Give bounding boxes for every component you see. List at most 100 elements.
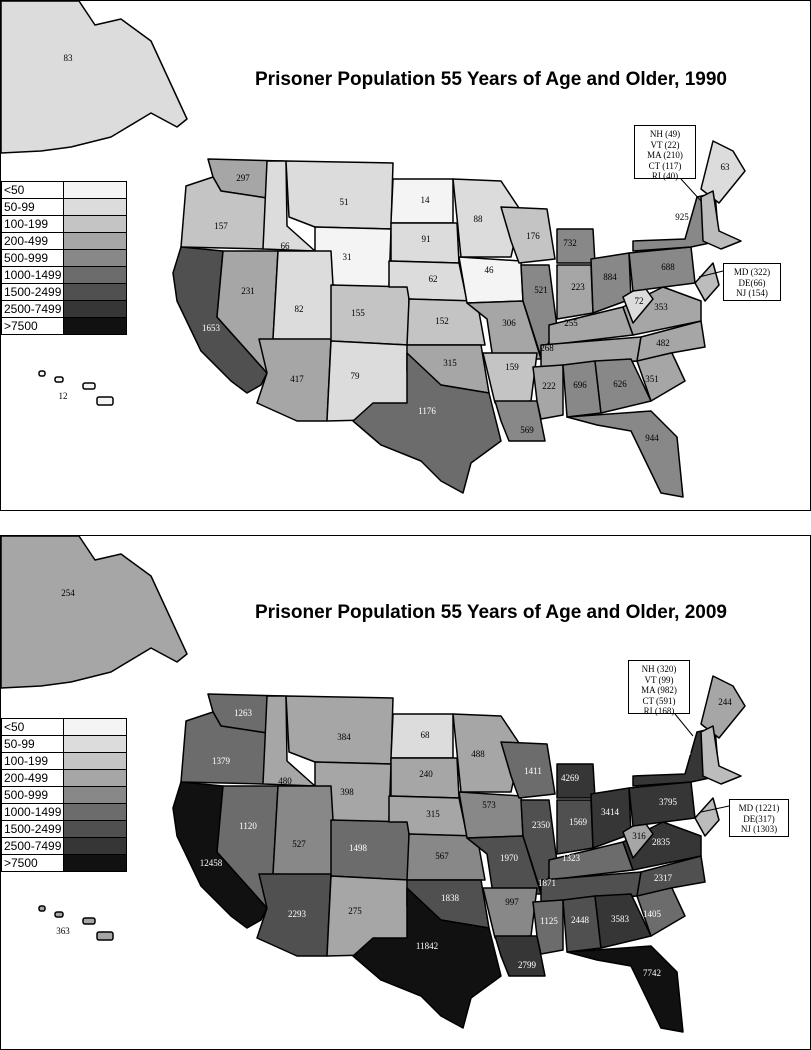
state-in [556, 799, 594, 855]
callout-line [698, 270, 724, 278]
legend-swatch [64, 267, 126, 283]
state-fl [566, 945, 684, 1033]
state-id [262, 695, 316, 787]
state-value-nm: 79 [351, 371, 361, 381]
state-value-va: 353 [654, 302, 668, 312]
state-value-hi: 363 [56, 926, 70, 936]
state-value-oh: 884 [603, 272, 617, 282]
state-value-ms: 222 [542, 381, 556, 391]
state-value-sc: 351 [645, 374, 659, 384]
state-ak [1, 1, 188, 154]
state-value-ut: 82 [295, 304, 304, 314]
state-value-wy: 398 [340, 787, 354, 797]
state-ks [406, 833, 486, 881]
note-ct: CT (117) [648, 160, 682, 171]
state-value-in: 223 [571, 282, 585, 292]
state-value-tx: 1176 [418, 406, 436, 416]
legend-swatch [64, 821, 126, 837]
legend-label: 2500-7499 [2, 301, 64, 317]
state-value-il: 521 [534, 285, 548, 295]
state-value-ut: 527 [292, 839, 306, 849]
state-tx [352, 352, 502, 494]
state-in [556, 264, 594, 320]
legend-label: 50-99 [2, 736, 64, 752]
note-nh: NH (320) [641, 664, 677, 674]
state-value-nc: 482 [656, 338, 670, 348]
state-value-in: 1569 [569, 817, 588, 827]
legend-swatch [64, 182, 126, 198]
hawaii-island [82, 917, 96, 925]
legend-label: 1500-2499 [2, 284, 64, 300]
state-value-wa: 1263 [234, 708, 253, 718]
note-nh: NH (49) [649, 129, 681, 139]
legend: <50 50-99 100-199 200-499 500-999 1000-1499 15… [1, 181, 127, 335]
state-value-hi: 12 [59, 391, 68, 401]
legend-swatch [64, 233, 126, 249]
state-ia [458, 256, 524, 304]
legend-row: 1000-1499 [1, 804, 127, 821]
state-value-ar: 159 [505, 362, 519, 372]
state-value-ny: 3874 [673, 747, 692, 757]
state-value-fl: 7742 [643, 968, 661, 978]
state-mid [694, 797, 720, 837]
legend-swatch [64, 736, 126, 752]
legend-row: 50-99 [1, 199, 127, 216]
state-value-az: 417 [290, 374, 304, 384]
legend-row: 1500-2499 [1, 284, 127, 301]
state-mid [694, 262, 720, 302]
state-value-ny: 925 [675, 212, 689, 222]
state-me [700, 675, 746, 739]
us-map-2009: 254 1263 1379 12458 480 1120 384 398 527 2293 1498… [1, 536, 746, 1033]
legend-label: 200-499 [2, 233, 64, 249]
state-value-nc: 2317 [654, 873, 673, 883]
callout-line [674, 713, 694, 737]
legend-swatch [64, 318, 126, 334]
hawaii-island [54, 911, 64, 918]
state-value-al: 2448 [571, 915, 590, 925]
state-wi [500, 206, 556, 264]
state-value-ga: 626 [613, 379, 627, 389]
state-value-ok: 315 [443, 358, 457, 368]
state-value-la: 2799 [518, 960, 537, 970]
state-value-id: 66 [281, 241, 291, 251]
state-value-wi: 1411 [524, 766, 542, 776]
legend-swatch [64, 855, 126, 871]
state-value-mt: 384 [337, 732, 351, 742]
state-me [700, 140, 746, 204]
state-co [330, 284, 410, 346]
note-de: DE(66) [738, 277, 766, 288]
legend-label: >7500 [2, 855, 64, 871]
state-ks [406, 298, 486, 346]
legend-label: 100-199 [2, 216, 64, 232]
state-id [262, 160, 316, 252]
legend-row: <50 [1, 181, 127, 199]
state-value-mt: 51 [340, 197, 349, 207]
legend-swatch [64, 216, 126, 232]
state-tx [352, 887, 502, 1029]
state-ne1 [700, 190, 742, 250]
note-ri: RI (168) [643, 706, 675, 716]
state-value-sc: 1405 [643, 909, 662, 919]
legend-row: >7500 [1, 855, 127, 872]
note-vt: VT (99) [644, 674, 674, 685]
state-value-wv: 316 [632, 831, 646, 841]
legend-label: 1000-1499 [2, 267, 64, 283]
state-value-id: 480 [278, 776, 292, 786]
hawaii-island [96, 396, 114, 406]
state-value-ks: 567 [435, 851, 449, 861]
legend-swatch [64, 787, 126, 803]
state-value-nm: 275 [348, 906, 362, 916]
note-ri: RI (40) [651, 171, 679, 181]
note-md: MD (1221) [738, 803, 780, 813]
state-value-ak: 83 [64, 53, 74, 63]
state-value-ia: 46 [485, 265, 495, 275]
legend-swatch [64, 250, 126, 266]
state-value-ar: 997 [505, 897, 519, 907]
callout-line [680, 178, 702, 202]
legend-label: 1500-2499 [2, 821, 64, 837]
legend-label: <50 [2, 719, 64, 735]
map-title: Prisoner Population 55 Years of Age and … [255, 602, 728, 623]
callout-line [700, 805, 730, 813]
state-value-nv: 231 [241, 286, 255, 296]
legend-swatch [64, 753, 126, 769]
